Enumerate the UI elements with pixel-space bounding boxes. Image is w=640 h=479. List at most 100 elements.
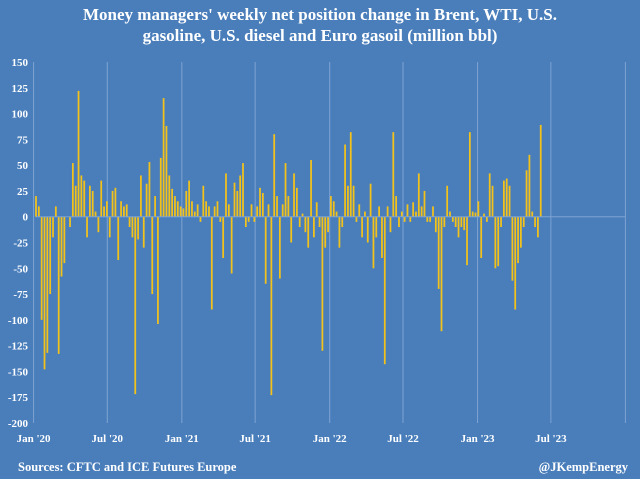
x-axis-tick-labels: Jan '20 Jul '20 Jan '21 Jul '21 Jan '22 Jul '… <box>17 433 568 445</box>
bar <box>400 211 403 217</box>
bar <box>202 185 205 217</box>
bar <box>256 206 259 217</box>
bar <box>395 196 398 217</box>
x-tick-label: Jan '21 <box>165 433 199 445</box>
bar <box>176 201 179 217</box>
bar <box>159 157 162 217</box>
y-tick-label: 50 <box>17 160 29 172</box>
bar <box>43 216 46 370</box>
bar <box>46 216 49 353</box>
bar <box>318 216 321 228</box>
bar <box>35 196 37 217</box>
bar <box>210 216 213 310</box>
bar <box>409 216 412 222</box>
bar <box>128 216 131 228</box>
bar <box>278 216 281 279</box>
bar <box>511 216 514 281</box>
bar <box>488 173 491 217</box>
bar <box>457 216 460 238</box>
bar <box>97 216 100 233</box>
bar <box>403 216 406 222</box>
bar <box>332 201 335 217</box>
bar <box>307 216 310 248</box>
bar <box>171 188 173 217</box>
bar <box>517 216 519 264</box>
bar <box>117 216 120 261</box>
bar <box>120 201 122 217</box>
bar <box>111 190 114 217</box>
bar <box>239 175 242 217</box>
bar <box>233 182 236 217</box>
bar <box>347 185 349 217</box>
bar <box>89 185 91 217</box>
y-tick-label: 150 <box>12 57 29 69</box>
bar <box>480 216 483 258</box>
bar <box>185 190 188 217</box>
bar <box>398 216 400 228</box>
vertical-gridlines <box>33 62 626 423</box>
bar <box>539 124 542 217</box>
bar <box>437 216 440 289</box>
bar <box>103 206 105 217</box>
bar <box>137 216 139 240</box>
bar <box>520 216 522 248</box>
bar <box>60 216 63 277</box>
bar <box>154 196 156 217</box>
bar <box>193 211 196 217</box>
bar <box>531 211 534 217</box>
bar <box>264 216 267 284</box>
bar <box>261 192 264 217</box>
bar <box>100 180 103 217</box>
bar <box>276 196 278 217</box>
bar <box>106 201 108 217</box>
bar <box>301 213 304 217</box>
bar <box>57 216 60 354</box>
bar <box>468 132 471 217</box>
chart-title-line-1: Money managers' weekly net position chan… <box>83 5 557 24</box>
bar <box>174 196 176 217</box>
bar <box>349 132 352 217</box>
bar <box>63 216 66 264</box>
bar <box>230 216 233 274</box>
bar <box>423 190 426 217</box>
bar <box>528 154 531 217</box>
x-tick-label: Jan '23 <box>461 433 495 445</box>
bar <box>125 204 128 217</box>
bar <box>432 206 434 217</box>
bar <box>429 216 432 222</box>
bar <box>165 125 168 217</box>
bar <box>216 201 219 217</box>
bar <box>52 216 54 238</box>
bar <box>426 216 429 222</box>
bar <box>287 196 290 217</box>
bar <box>54 206 57 217</box>
x-tick-label: Jul '20 <box>92 433 124 445</box>
bar <box>191 201 193 217</box>
bar <box>471 211 474 217</box>
bar <box>477 201 480 217</box>
bar <box>330 196 332 217</box>
y-tick-label: 25 <box>17 186 29 198</box>
bar <box>434 216 437 233</box>
bar <box>415 211 417 217</box>
bar <box>344 144 346 217</box>
bar <box>503 180 505 217</box>
bar <box>157 216 159 324</box>
y-tick-label: -175 <box>8 392 29 404</box>
bar <box>454 216 457 228</box>
bar <box>86 216 88 238</box>
bar <box>293 173 295 217</box>
bar <box>525 170 528 217</box>
bar <box>253 216 256 222</box>
bar <box>505 178 508 217</box>
y-tick-label: -50 <box>13 263 28 275</box>
bar <box>94 211 97 217</box>
bar <box>142 216 145 248</box>
bar <box>188 180 190 217</box>
bar <box>494 216 497 269</box>
bar <box>313 216 315 238</box>
bar <box>341 216 344 228</box>
bar <box>80 175 83 217</box>
x-tick-label: Jan '22 <box>313 433 347 445</box>
